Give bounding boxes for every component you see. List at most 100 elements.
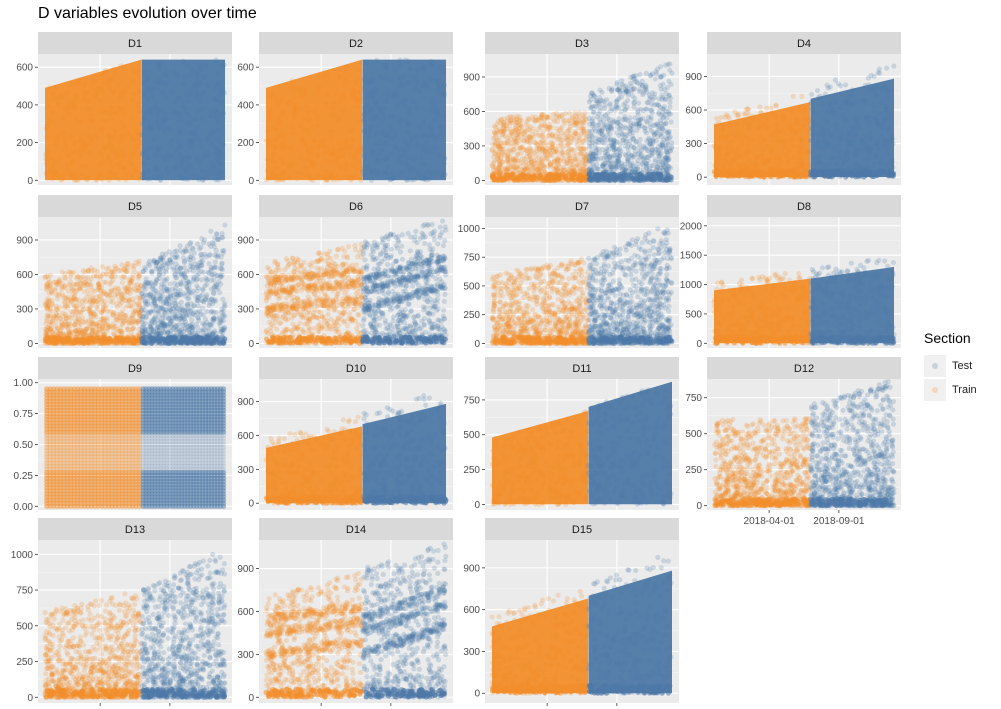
train-point — [312, 109, 318, 115]
train-point — [564, 143, 570, 149]
train-point — [130, 65, 136, 71]
train-point — [745, 142, 751, 148]
test-point — [635, 158, 641, 164]
train-point — [732, 109, 738, 115]
test-point — [655, 133, 661, 140]
train-point — [65, 325, 71, 331]
train-point — [787, 169, 793, 175]
test-point — [406, 110, 412, 116]
train-point — [72, 148, 78, 154]
train-point — [110, 163, 116, 170]
test-point — [871, 103, 877, 109]
test-point — [430, 97, 436, 103]
test-point — [826, 161, 832, 167]
train-point — [85, 176, 91, 182]
test-point — [197, 98, 204, 104]
train-point — [135, 102, 141, 108]
train-point — [54, 139, 61, 145]
test-point — [667, 111, 674, 117]
train-point — [514, 113, 520, 119]
train-point — [63, 90, 70, 96]
train-point — [88, 112, 94, 119]
test-point — [838, 136, 844, 142]
test-point — [602, 122, 608, 128]
train-point — [734, 171, 740, 177]
test-point — [154, 173, 160, 179]
test-point — [405, 130, 411, 136]
train-point — [44, 281, 50, 287]
train-point — [271, 151, 277, 157]
train-point — [127, 156, 133, 162]
train-point — [61, 171, 68, 177]
test-point — [809, 132, 816, 138]
train-point — [323, 73, 329, 79]
test-point — [142, 93, 148, 99]
train-point — [109, 104, 116, 111]
test-point — [606, 124, 613, 130]
train-point — [105, 308, 111, 314]
train-point — [111, 134, 117, 140]
test-point — [627, 80, 634, 86]
train-point — [297, 122, 304, 128]
test-point — [368, 147, 375, 154]
train-point — [350, 126, 356, 133]
test-point — [869, 87, 876, 93]
train-point — [108, 279, 114, 286]
test-point — [643, 86, 649, 92]
test-point — [664, 85, 670, 91]
train-point — [43, 125, 49, 131]
test-point — [587, 177, 593, 183]
test-point — [413, 85, 419, 92]
test-point — [391, 93, 397, 99]
train-point — [283, 143, 289, 149]
train-point — [66, 111, 72, 117]
y-tick-label: 300 — [16, 304, 33, 315]
test-point — [891, 63, 897, 69]
train-point — [775, 162, 782, 169]
train-point — [513, 119, 519, 126]
test-point — [194, 175, 200, 181]
train-point — [88, 135, 94, 141]
train-point — [757, 117, 763, 123]
train-point — [75, 336, 81, 342]
train-point — [58, 177, 64, 183]
train-point — [135, 133, 142, 139]
test-point — [165, 79, 171, 85]
test-point — [140, 170, 146, 176]
train-point — [92, 79, 98, 85]
train-point — [119, 164, 125, 170]
train-point — [125, 327, 132, 333]
train-point — [559, 171, 565, 177]
test-point — [203, 63, 209, 69]
train-point — [757, 134, 764, 140]
train-point — [97, 97, 103, 104]
train-point — [130, 325, 137, 331]
train-point — [787, 126, 793, 132]
test-point — [810, 119, 816, 125]
test-point — [185, 119, 191, 126]
train-point — [63, 315, 69, 322]
train-point — [43, 320, 49, 327]
test-point — [812, 110, 818, 116]
test-point — [153, 152, 159, 158]
test-point — [368, 123, 375, 129]
train-point — [561, 132, 568, 138]
test-point — [662, 96, 669, 102]
test-point — [163, 94, 169, 101]
train-point — [724, 144, 730, 150]
test-point — [217, 171, 223, 178]
train-point — [358, 177, 364, 183]
test-point — [424, 133, 431, 139]
test-point — [414, 105, 420, 111]
train-point — [101, 144, 107, 150]
train-point — [504, 123, 510, 129]
train-point — [759, 153, 765, 159]
train-point — [491, 167, 497, 173]
train-point — [49, 301, 55, 307]
train-point — [525, 173, 532, 179]
test-point — [426, 176, 432, 182]
test-point — [879, 121, 886, 127]
test-point — [878, 99, 885, 105]
test-point — [885, 127, 891, 133]
